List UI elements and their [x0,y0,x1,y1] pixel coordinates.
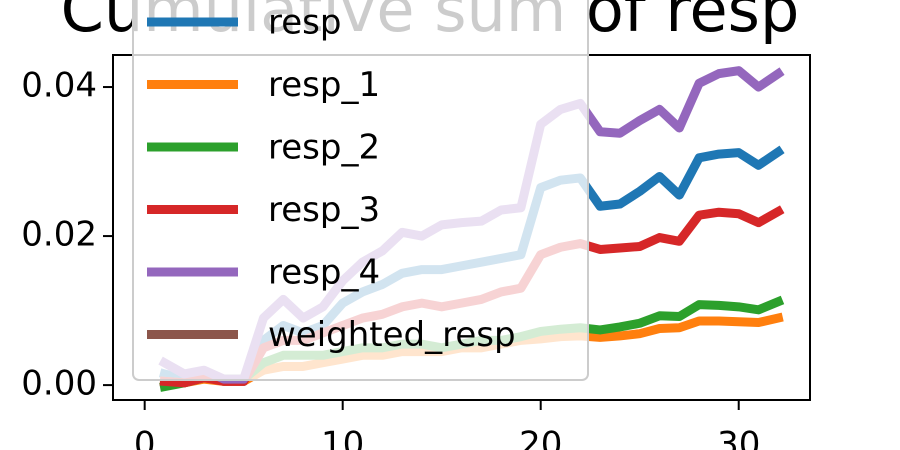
y-tick-label: 0.00 [21,364,97,404]
legend-box [132,0,589,381]
x-tick-label: 30 [717,425,760,450]
legend-label: resp [268,3,341,43]
x-tick-label: 0 [134,425,156,450]
legend-label: resp_4 [268,253,380,293]
legend-label: resp_1 [268,65,380,105]
y-tick-label: 0.04 [21,66,97,106]
legend: resp resp_1 resp_2 resp_3 resp_4 weighted_res… [132,0,589,381]
x-tick-label: 20 [519,425,562,450]
y-tick-label: 0.02 [21,215,97,255]
x-tick-label: 10 [321,425,364,450]
legend-label: resp_2 [268,128,380,168]
legend-label: resp_3 [268,190,380,230]
legend-label: weighted_resp [268,315,516,355]
